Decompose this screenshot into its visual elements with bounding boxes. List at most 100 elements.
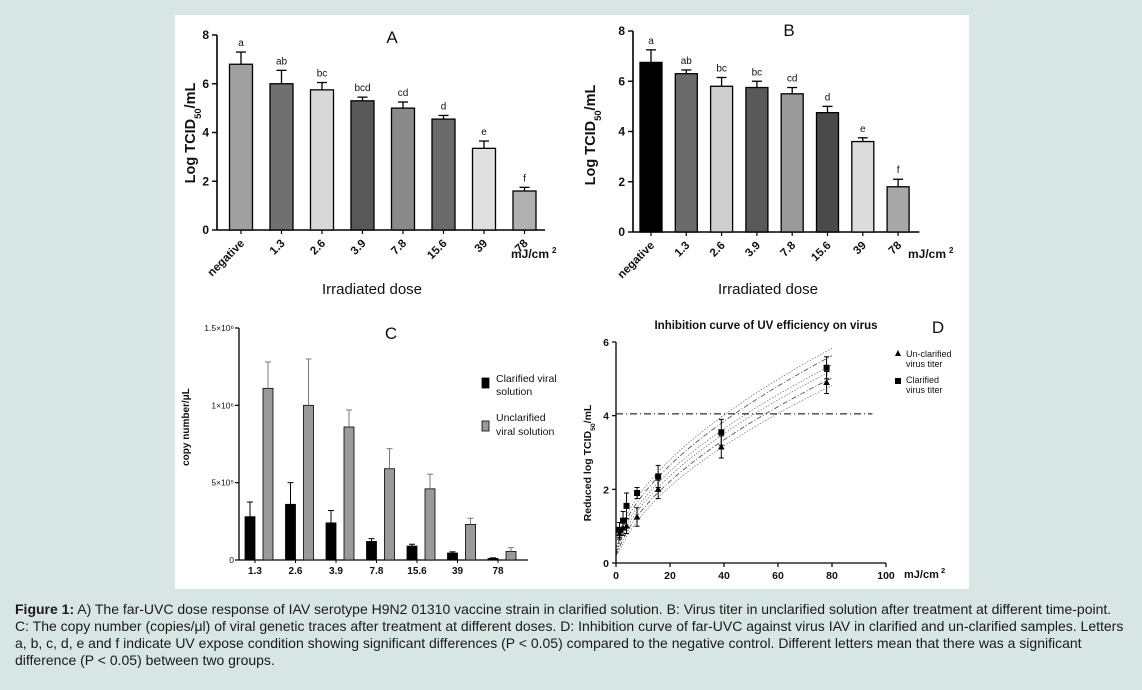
panel-c-ytick-label: 1.5×10⁶ (204, 323, 234, 333)
panel-d-xtick-label: 100 (877, 570, 895, 582)
panel-c-bar (465, 524, 476, 561)
panel-b-bar (709, 85, 734, 233)
panel-b-significance-letter: bc (752, 67, 763, 78)
panel-b-significance-letter: d (825, 92, 831, 103)
panel-a-bar (350, 100, 375, 231)
panel-c-bar (303, 404, 314, 561)
panel-a-bar (309, 89, 335, 231)
panel-a-significance-letter: cd (398, 88, 409, 99)
panel-d-point-unclarified (654, 485, 662, 492)
panel-b-bar (851, 140, 875, 233)
panel-a-panel-label: A (386, 28, 398, 47)
panel-c-bar (244, 516, 256, 561)
panel-a-significance-letter: d (441, 101, 447, 112)
panel-a-xtick-label: 15.6 (425, 238, 449, 262)
panel-d-xtick-label: 40 (718, 570, 730, 582)
panel-b-bar (780, 93, 804, 233)
panel-a-unit: mJ/cm (511, 247, 549, 261)
panel-d-legend-label: Un-clarified (906, 349, 952, 359)
panel-d-xtick-label: 80 (826, 570, 838, 582)
panel-d-point-unclarified (633, 513, 641, 520)
panel-b-xtick-label: 2.6 (708, 240, 728, 260)
panel-a-bar (228, 63, 254, 231)
panel-c-xtick-label: 1.3 (248, 566, 262, 577)
panel-d-point-unclarified (823, 379, 830, 386)
panel-c-bar (343, 426, 355, 561)
caption-label: Figure 1: (15, 601, 75, 617)
panel-d-fit-curve (615, 355, 833, 554)
panel-c-bar (424, 488, 436, 561)
panel-d-point-clarified (623, 502, 630, 509)
panel-b-ylabel: Log TCID50/mL (583, 85, 603, 186)
panel-d-fit-curve (615, 385, 833, 556)
panel-d-ytick-label: 0 (603, 558, 609, 570)
panel-c-legend-label: solution (496, 386, 532, 398)
panel-a-ytick-label: 6 (202, 77, 209, 91)
panel-a-ytick-label: 0 (202, 223, 209, 237)
panel-b-xlabel: Irradiated dose (718, 281, 818, 298)
panel-c-xtick-label: 39 (452, 566, 464, 577)
panel-d-point-clarified (718, 429, 725, 436)
panel-a-significance-letter: bc (317, 69, 328, 80)
panel-a-xlabel: Irradiated dose (322, 281, 422, 298)
panel-b-panel-label: B (783, 21, 794, 40)
panel-c-bar (487, 558, 499, 561)
panel-a-significance-letter: ab (276, 56, 288, 67)
panel-b-bar (674, 73, 698, 233)
panel-d-legend-label: virus titer (906, 385, 943, 395)
panel-d-ytick-label: 4 (603, 411, 609, 423)
panel-b-xtick-label: 3.9 (743, 240, 763, 260)
panel-c-legend-swatch-clarified (481, 377, 490, 389)
panel-d-unit: mJ/cm (904, 569, 939, 581)
panel-d-xtick-label: 0 (613, 570, 619, 582)
panel-d-unit-exponent: 2 (941, 566, 945, 575)
panel-c-legend-label: viral solution (496, 426, 555, 438)
panel-b-ytick-label: 8 (618, 24, 625, 38)
panel-d-point-clarified (620, 517, 627, 524)
panel-c-bar (406, 545, 418, 561)
panel-b-xtick-label: 39 (851, 240, 869, 258)
panel-c-xtick-label: 2.6 (289, 566, 303, 577)
panel-b-xtick-label: 15.6 (809, 240, 833, 264)
panel-d-point-clarified (634, 490, 641, 497)
panel-d-panel-label: D (932, 318, 944, 337)
panel-c-legend-label: Unclarified (496, 412, 546, 424)
panel-c-xtick-label: 15.6 (407, 566, 427, 577)
panel-c-bar (384, 468, 395, 561)
panel-b-significance-letter: f (897, 165, 900, 176)
panel-d-legend-marker-clarified (895, 378, 901, 384)
panel-c-bar (262, 387, 274, 561)
panel-c-ytick-label: 5×10⁵ (211, 478, 234, 488)
caption-text: A) The far-UVC dose response of IAV sero… (15, 601, 1124, 668)
panel-d-point-clarified (823, 364, 830, 371)
panel-d-legend-marker-unclarified (895, 350, 901, 356)
panel-b-significance-letter: a (648, 36, 654, 47)
panel-a-significance-letter: f (523, 173, 526, 184)
panel-c-bar (285, 503, 296, 561)
panel-d-ytick-label: 6 (603, 337, 609, 349)
panel-b-bar (745, 86, 769, 233)
panel-a-significance-letter: a (238, 38, 244, 49)
panel-b-ytick-label: 6 (618, 74, 625, 88)
panel-a-bar (431, 118, 456, 231)
panel-d-point-unclarified (623, 522, 630, 529)
panel-d-point-clarified (655, 473, 662, 480)
panel-d-title: Inhibition curve of UV efficiency on vir… (654, 320, 877, 332)
panel-a-xtick-label: negative (206, 238, 247, 279)
panel-c-bar (505, 551, 517, 561)
panel-a-ytick-label: 2 (202, 174, 209, 188)
panel-d-fit-curve (615, 364, 833, 556)
panel-d-legend-label: Clarified (906, 375, 939, 385)
panel-d-xtick-label: 20 (664, 570, 676, 582)
panel-b-ytick-label: 4 (618, 125, 625, 139)
figure-svg: 0 2 4 6 8 a negative ab 1.3 bc 2.6 bc d 3.9 cd 7.8 d 15.6… (181, 21, 954, 582)
panel-d-point-clarified (616, 526, 623, 533)
panel-a-xtick-label: 7.8 (389, 237, 409, 257)
figure-caption: Figure 1: A) The far-UVC dose response o… (15, 601, 1127, 669)
panel-b-significance-letter: ab (681, 56, 693, 67)
panel-c-ytick-label: 1×10⁶ (211, 400, 234, 410)
panel-d-ylabel: Reduced log TCID50/mL (582, 404, 597, 521)
panel-c-xtick-label: 3.9 (329, 566, 343, 577)
panel-c-panel-label: C (385, 324, 397, 343)
panel-c-bar (325, 522, 337, 561)
